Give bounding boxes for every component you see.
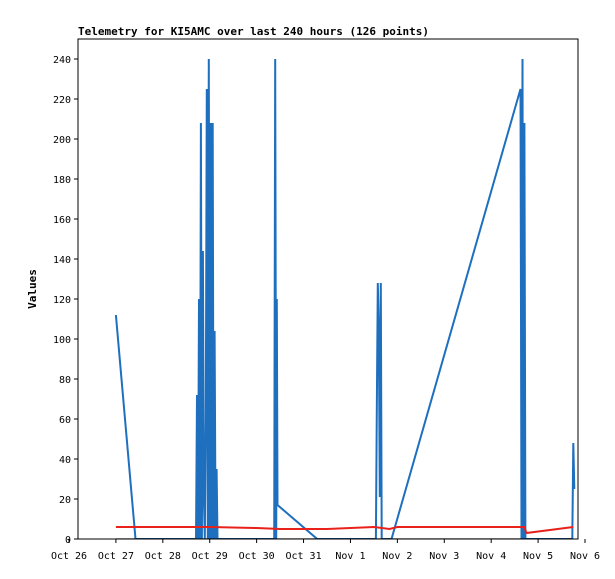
y-tick-label: 60: [59, 415, 71, 426]
chart-title: Telemetry for KI5AMC over last 240 hours…: [78, 25, 429, 38]
y-axis-label: Values: [26, 269, 39, 309]
x-tick-label: Oct 29: [192, 551, 228, 562]
x-tick-label: Oct 26: [51, 551, 87, 562]
x-tick-label: Oct 28: [145, 551, 181, 562]
y-tick-label: 40: [59, 455, 71, 466]
y-tick-label: 200: [53, 135, 71, 146]
y-tick-label: 240: [53, 55, 71, 66]
x-tick-label: Nov 3: [429, 551, 459, 562]
x-tick-label: Oct 31: [285, 551, 321, 562]
x-tick-label: Nov 4: [476, 551, 506, 562]
x-tick-label: Oct 30: [239, 551, 275, 562]
y-tick-label: 140: [53, 255, 71, 266]
y-tick-label: 0: [65, 535, 71, 546]
y-tick-label: 160: [53, 215, 71, 226]
y-tick-label: 20: [59, 495, 71, 506]
y-tick-label: 80: [59, 375, 71, 386]
x-tick-label: Nov 6: [570, 551, 600, 562]
plot-area: [77, 38, 579, 540]
x-tick-label: Nov 5: [523, 551, 553, 562]
x-tick-label: Oct 27: [98, 551, 134, 562]
x-tick-label: Nov 2: [382, 551, 412, 562]
y-tick-label: 220: [53, 95, 71, 106]
y-tick-label: 100: [53, 335, 71, 346]
y-tick-label: 180: [53, 175, 71, 186]
series-layer: [114, 58, 576, 539]
series-line-1: [114, 58, 576, 539]
x-axis: Oct 26 Oct 27 Oct 28 Oct 29 Oct 30 Oct 31 Nov …: [51, 539, 600, 562]
y-tick-label: 120: [53, 295, 71, 306]
x-tick-label: Nov 1: [335, 551, 365, 562]
series-line-2: [115, 525, 574, 535]
y-axis: 0 20 40 60 80 100 120 140 160 180 200 220 240: [53, 55, 78, 546]
